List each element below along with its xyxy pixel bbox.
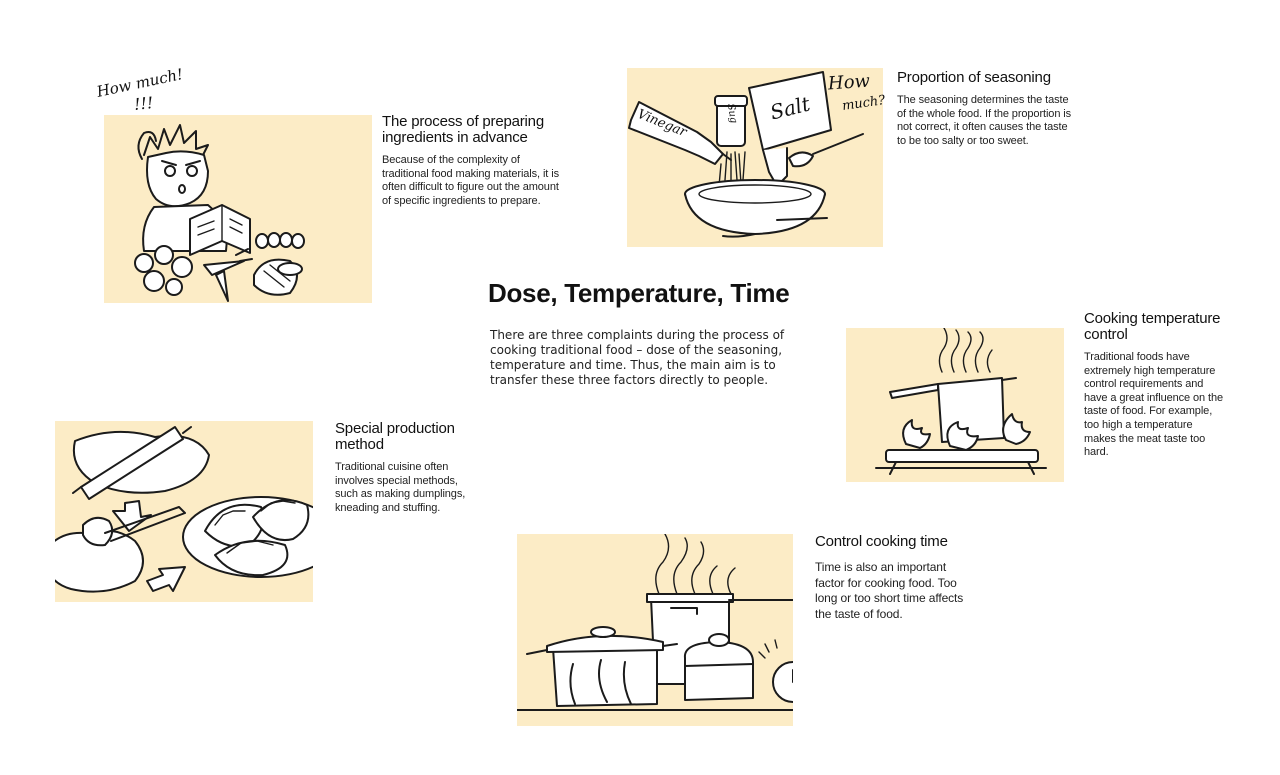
illustration-special-method [55, 421, 313, 602]
section-method-title: Special production method [335, 420, 455, 453]
pot-on-stove-drawing [875, 328, 1047, 475]
section-temperature-title: Cooking temperature control [1084, 310, 1221, 343]
section-temperature-body: Traditional foods have extremely high te… [1084, 351, 1223, 459]
pouring-seasoning-drawing [628, 71, 864, 238]
section-seasoning: Proportion of seasoning The seasoning de… [897, 70, 1072, 148]
section-prep-title: The process of preparing ingredients in … [382, 113, 544, 146]
illustration-temperature [846, 328, 1064, 482]
page-description: There are three complaints during the pr… [490, 328, 785, 387]
section-seasoning-body: The seasoning determines the taste of th… [897, 94, 1072, 147]
illustration-cooking-time [517, 534, 793, 726]
illustration-prep-ingredients [104, 115, 372, 303]
section-temperature: Cooking temperature control Traditional … [1084, 311, 1224, 460]
illustration-seasoning [627, 68, 883, 247]
section-prep-body: Because of the complexity of traditional… [382, 154, 559, 207]
page-title: Dose, Temperature, Time [488, 278, 790, 308]
section-prep: The process of preparing ingredients in … [382, 114, 567, 208]
boy-with-recipe-book-drawing [134, 124, 305, 302]
section-time: Control cooking time Time is also an imp… [815, 534, 970, 622]
pots-and-alarm-clock-drawing [517, 534, 793, 711]
prep-exclaim-marks: !!! [133, 93, 155, 114]
seasoning-exclaim-how: How [827, 70, 871, 95]
section-method: Special production method Traditional cu… [335, 421, 475, 515]
section-seasoning-title: Proportion of seasoning [897, 69, 1051, 86]
section-method-body: Traditional cuisine often involves speci… [335, 461, 466, 514]
section-time-title: Control cooking time [815, 533, 948, 550]
making-dumplings-drawing [55, 426, 313, 593]
section-time-body: Time is also an important factor for coo… [815, 560, 964, 621]
